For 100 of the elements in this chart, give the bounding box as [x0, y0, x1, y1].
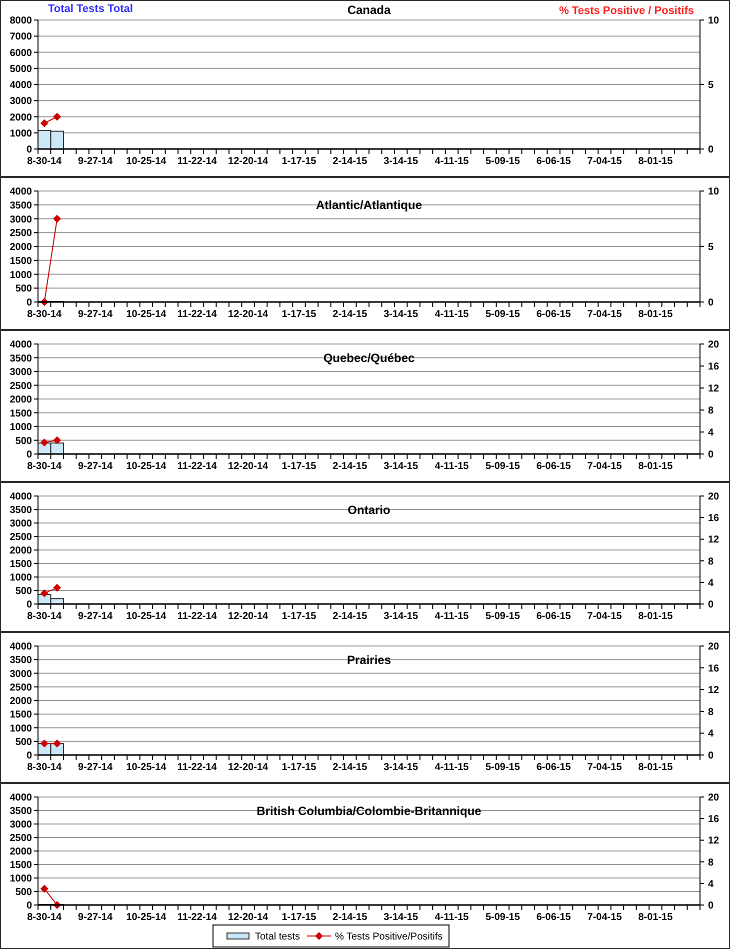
y2-tick-label: 0	[708, 750, 714, 762]
y2-tick-label: 20	[708, 642, 720, 652]
x-tick-label: 8-01-15	[638, 611, 674, 622]
y-tick-label: 0	[26, 298, 32, 308]
y2-tick-label: 12	[708, 534, 720, 546]
y-tick-label: 3500	[10, 353, 32, 364]
y-tick-label: 1000	[10, 874, 32, 884]
y-tick-label: 3500	[10, 655, 32, 666]
y-tick-label: 3500	[10, 200, 32, 212]
y-tick-label: 4000	[10, 80, 32, 91]
y-tick-label: 0	[26, 600, 32, 610]
y2-tick-label: 0	[708, 298, 714, 308]
x-tick-label: 5-09-15	[485, 309, 520, 320]
x-tick-label: 1-17-15	[282, 156, 317, 167]
x-tick-label: 4-11-15	[434, 461, 470, 472]
y-tick-label: 2000	[10, 546, 32, 556]
text: Atlantic/Atlantique	[316, 198, 422, 212]
x-tick-label: 4-11-15	[434, 156, 470, 167]
x-tick-label: 10-25-14	[126, 762, 167, 773]
x-tick-label: 11-22-14	[177, 912, 218, 923]
x-tick-label: 2-14-15	[332, 611, 368, 622]
y-tick-label: 2500	[10, 228, 32, 240]
y-tick-label: 2000	[10, 394, 32, 406]
x-tick-label: 9-27-14	[78, 156, 113, 167]
y-tick-label: 3000	[10, 367, 32, 378]
y2-tick-label: 8	[708, 857, 714, 868]
x-tick-label: 1-17-15	[282, 611, 317, 622]
x-tick-label: 10-25-14	[126, 912, 167, 923]
y-tick-label: 0	[26, 750, 32, 762]
x-tick-label: 8-01-15	[638, 309, 674, 320]
x-tick-label: 5-09-15	[485, 611, 520, 622]
y2-tick-label: 16	[708, 362, 720, 372]
x-tick-label: 8-01-15	[638, 156, 674, 167]
x-tick-label: 8-30-14	[27, 762, 62, 773]
y-tick-label: 1500	[10, 559, 32, 570]
x-tick-label: 10-25-14	[126, 611, 167, 622]
x-tick-label: 9-27-14	[78, 309, 113, 320]
text: Ontario	[348, 503, 390, 517]
legend-label: Total tests	[255, 932, 300, 942]
y-tick-label: 4000	[10, 492, 32, 502]
x-tick-label: 7-04-15	[587, 611, 622, 622]
x-tick-label: 10-25-14	[126, 461, 167, 472]
x-tick-label: 2-14-15	[332, 461, 368, 472]
x-tick-label: 5-09-15	[485, 156, 520, 167]
y-tick-label: 0	[26, 144, 32, 156]
x-tick-label: 8-01-15	[638, 912, 674, 923]
y-tick-label: 1500	[10, 408, 32, 420]
y-tick-label: 2000	[10, 696, 32, 707]
y-tick-label: 500	[15, 436, 32, 447]
y-tick-label: 7000	[10, 32, 32, 43]
y-tick-label: 1500	[10, 256, 32, 267]
x-tick-label: 11-22-14	[177, 461, 218, 472]
y2-tick-label: 0	[708, 900, 714, 912]
x-tick-label: 6-06-15	[536, 156, 572, 167]
x-tick-label: 2-14-15	[332, 762, 368, 773]
y2-tick-label: 0	[708, 600, 714, 610]
y-tick-label: 8000	[10, 16, 32, 26]
x-tick-label: 1-17-15	[282, 762, 317, 773]
x-tick-label: 8-30-14	[27, 912, 62, 923]
x-tick-label: 3-14-15	[384, 309, 418, 320]
x-tick-label: 8-30-14	[27, 461, 62, 472]
y2-tick-label: 16	[708, 513, 720, 524]
y-tick-label: 2500	[10, 833, 32, 844]
y-tick-label: 3000	[10, 820, 32, 830]
y-tick-label: 2000	[10, 846, 32, 858]
x-tick-label: 12-20-14	[228, 461, 269, 472]
legend-label: % Tests Positive/Positifs	[335, 932, 443, 942]
x-tick-label: 1-17-15	[282, 461, 317, 472]
y-tick-label: 1000	[10, 128, 32, 140]
y2-tick-label: 10	[708, 186, 720, 198]
y2-tick-label: 5	[708, 80, 714, 91]
y-axis-title: Total Tests Total	[48, 3, 133, 15]
y-tick-label: 2000	[10, 242, 32, 253]
text: Prairies	[346, 653, 392, 667]
x-tick-label: 10-25-14	[126, 309, 167, 320]
x-tick-label: 9-27-14	[78, 611, 113, 622]
x-tick-label: 5-09-15	[485, 762, 520, 773]
y-tick-label: 1000	[10, 270, 32, 281]
x-tick-label: 3-14-15	[384, 611, 418, 622]
x-tick-label: 3-14-15	[384, 461, 418, 472]
x-tick-label: 3-14-15	[384, 156, 418, 167]
x-tick-label: 12-20-14	[228, 156, 269, 167]
y-tick-label: 2500	[10, 532, 32, 543]
y-tick-label: 2500	[10, 380, 32, 392]
x-tick-label: 12-20-14	[228, 611, 269, 622]
y-tick-label: 3000	[10, 214, 32, 226]
y-tick-label: 500	[15, 284, 32, 295]
y-tick-label: 3500	[10, 505, 32, 516]
x-tick-label: 2-14-15	[332, 309, 368, 320]
x-tick-label: 1-17-15	[282, 309, 317, 320]
x-tick-label: 2-14-15	[332, 156, 368, 167]
y-tick-label: 1000	[10, 422, 32, 433]
y2-tick-label: 10	[708, 16, 720, 26]
y2-tick-label: 4	[708, 578, 714, 589]
x-tick-label: 8-30-14	[27, 156, 62, 167]
x-tick-label: 2-14-15	[332, 912, 368, 923]
x-tick-label: 11-22-14	[177, 611, 218, 622]
x-tick-label: 7-04-15	[587, 156, 622, 167]
y2-tick-label: 8	[708, 406, 714, 416]
y2-tick-label: 12	[708, 384, 720, 394]
